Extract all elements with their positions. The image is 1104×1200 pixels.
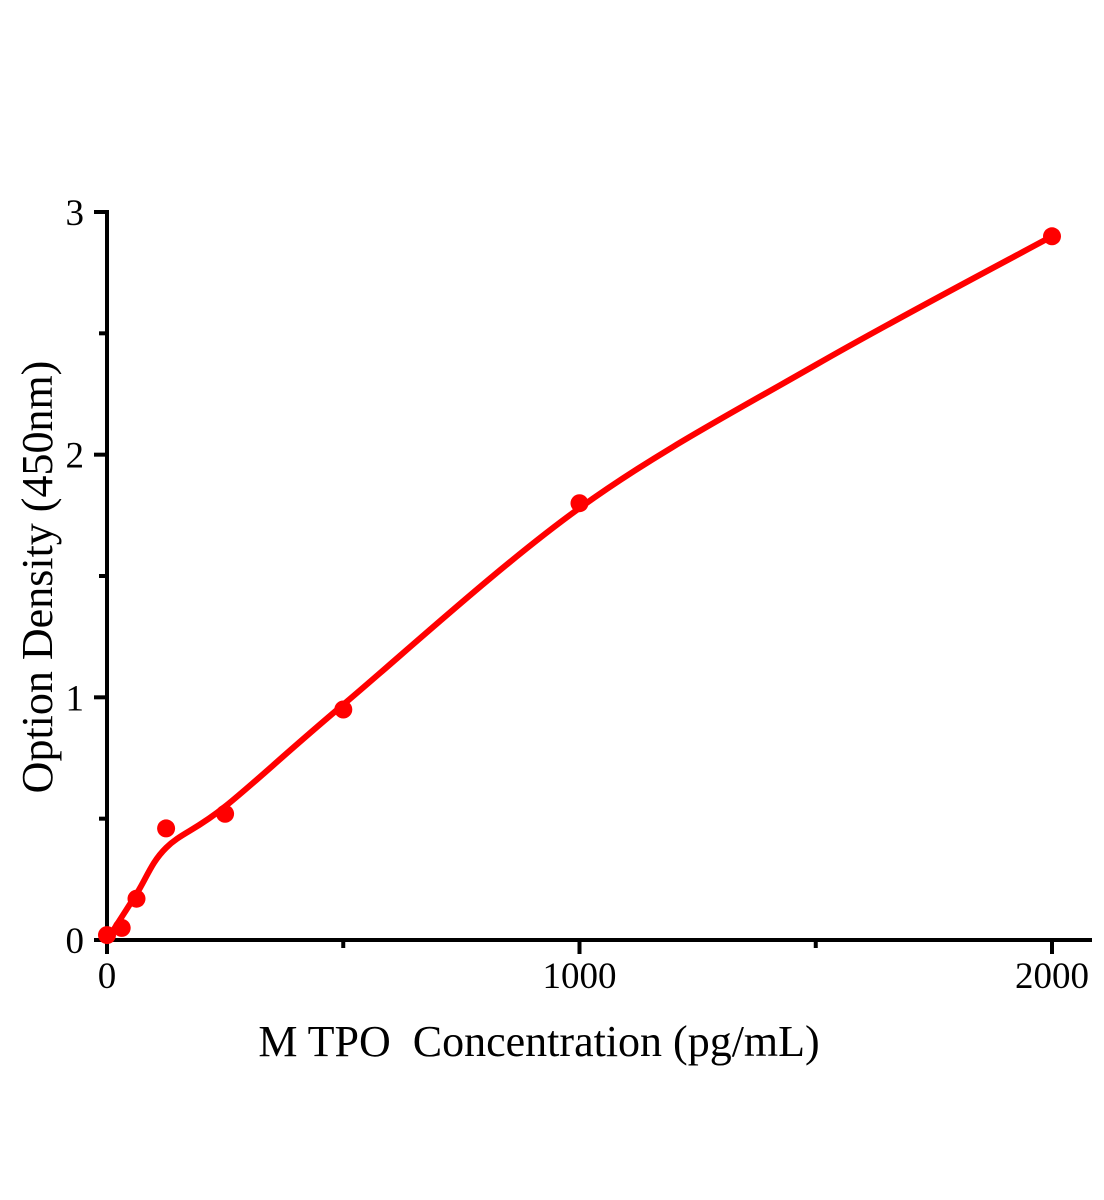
data-point bbox=[98, 926, 116, 945]
data-point bbox=[127, 889, 146, 908]
data-point bbox=[334, 700, 353, 719]
x-tick-label: 1000 bbox=[543, 956, 617, 997]
plot-layer: 0 1000 2000 0 1 2 3 bbox=[66, 193, 1092, 997]
y-tick-label: 3 bbox=[66, 193, 85, 234]
y-tick-label: 2 bbox=[66, 436, 85, 477]
data-point bbox=[216, 804, 235, 823]
x-tick-label: 2000 bbox=[1015, 956, 1089, 997]
x-tick-label: 0 bbox=[98, 956, 117, 997]
data-point bbox=[157, 819, 176, 838]
y-tick-label: 1 bbox=[66, 678, 85, 719]
y-axis-title: Option Density (450nm) bbox=[13, 361, 62, 794]
trend-curve bbox=[104, 233, 1055, 943]
y-tick-label: 0 bbox=[66, 921, 85, 962]
data-point bbox=[570, 494, 589, 513]
x-axis-title: M TPO Concentration (pg/mL) bbox=[258, 1017, 819, 1066]
data-point bbox=[1043, 227, 1061, 246]
data-point bbox=[112, 918, 131, 937]
